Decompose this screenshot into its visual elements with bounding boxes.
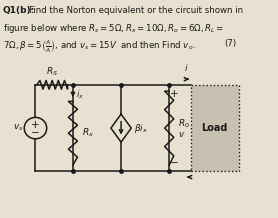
Bar: [191, 85, 239, 171]
Text: Q1(b):: Q1(b):: [3, 6, 35, 15]
Text: (7): (7): [224, 39, 236, 48]
Text: figure below where $R_s = 5\Omega, R_x = 10\Omega, R_o = 6\Omega, R_L =$: figure below where $R_s = 5\Omega, R_x =…: [3, 22, 224, 35]
Text: −: −: [31, 128, 40, 138]
Text: Find the Norton equivalent or the circuit shown in: Find the Norton equivalent or the circui…: [29, 6, 243, 15]
Text: $7\Omega, \beta = 5\left(\frac{A}{A}\right)$, and $v_s = 15V$  and then Find $v_: $7\Omega, \beta = 5\left(\frac{A}{A}\rig…: [3, 39, 195, 55]
Text: Load: Load: [202, 123, 228, 133]
Text: $R_x$: $R_x$: [82, 127, 94, 140]
Text: $R_S$: $R_S$: [46, 65, 58, 78]
Text: +: +: [31, 120, 40, 130]
Text: −: −: [170, 158, 178, 167]
Text: +: +: [170, 89, 178, 99]
Text: $v$: $v$: [178, 130, 185, 139]
Text: $i_x$: $i_x$: [76, 88, 84, 100]
Text: $i$: $i$: [184, 62, 189, 73]
Text: $R_0$: $R_0$: [178, 117, 190, 130]
Text: $\beta i_x$: $\beta i_x$: [135, 122, 148, 135]
Text: $v_s$: $v_s$: [13, 123, 23, 133]
